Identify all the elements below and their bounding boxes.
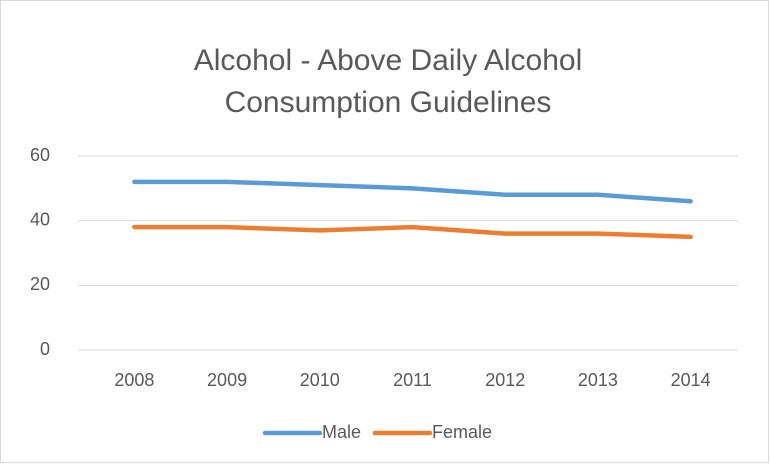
x-tick-label: 2011 xyxy=(393,370,432,390)
x-tick-label: 2013 xyxy=(578,370,618,390)
legend-label: Male xyxy=(322,422,361,442)
data-line xyxy=(132,224,693,240)
legend-label: Female xyxy=(432,422,492,442)
y-tick-label: 40 xyxy=(30,209,50,229)
x-tick-label: 2008 xyxy=(114,370,154,390)
x-tick-label: 2012 xyxy=(485,370,525,390)
y-tick-label: 60 xyxy=(30,145,50,165)
data-line xyxy=(132,179,693,204)
x-tick-label: 2010 xyxy=(300,370,340,390)
x-tick-label: 2009 xyxy=(207,370,247,390)
y-tick-label: 20 xyxy=(30,274,50,294)
y-tick-label: 0 xyxy=(40,339,50,359)
chart-title: Alcohol - Above Daily Alcohol Consumptio… xyxy=(193,44,583,119)
x-tick-label: 2014 xyxy=(671,370,711,390)
